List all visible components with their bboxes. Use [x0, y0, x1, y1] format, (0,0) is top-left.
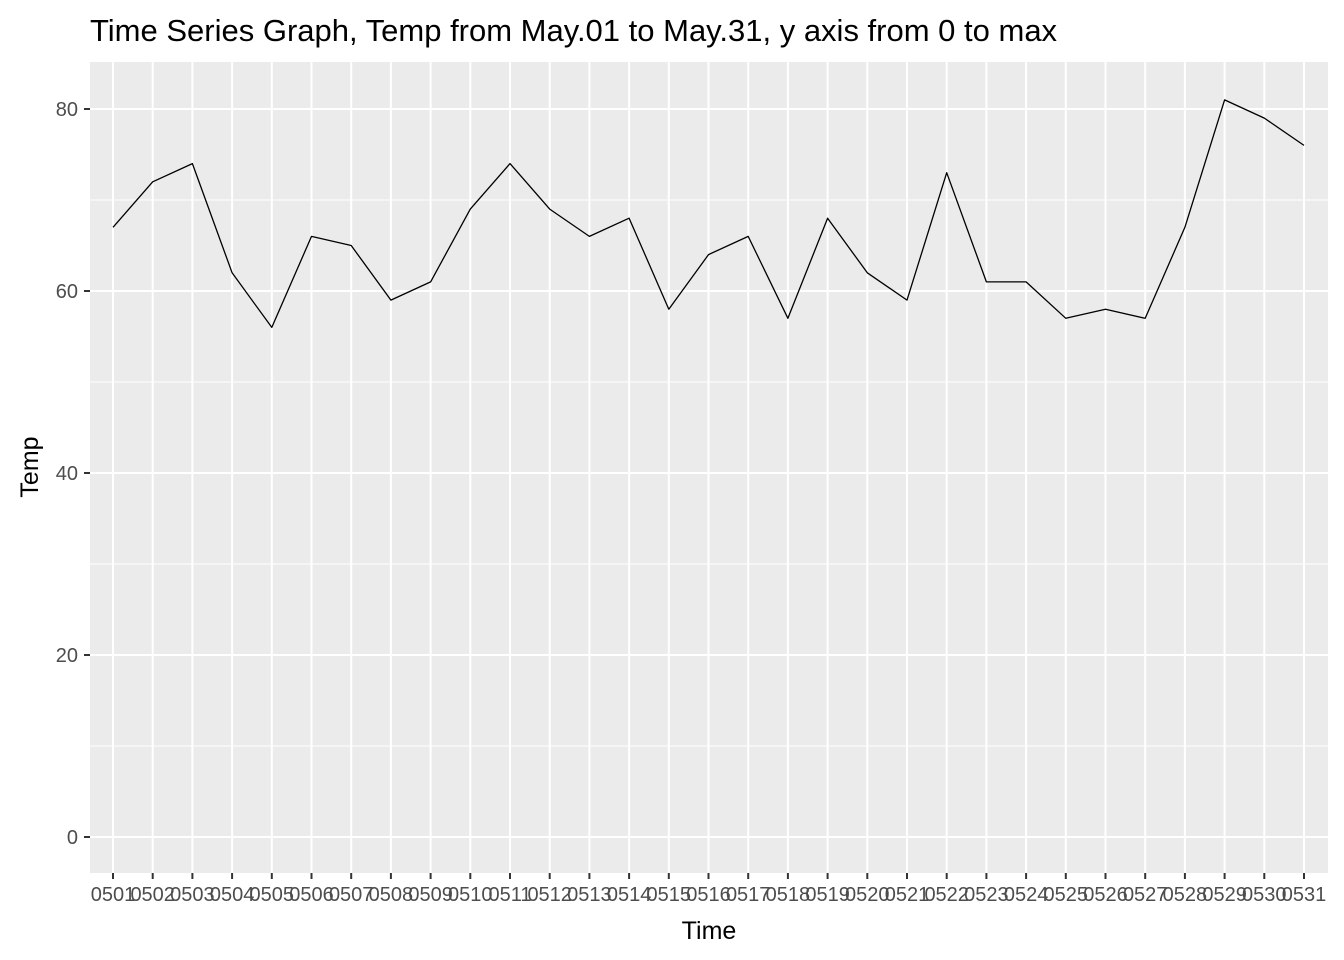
x-tick-label: 0529 — [1202, 884, 1247, 906]
x-tick-label: 0522 — [924, 884, 969, 906]
x-tick-label: 0506 — [289, 884, 334, 906]
major-gridlines — [90, 62, 1328, 873]
x-tick-label: 0527 — [1123, 884, 1168, 906]
x-tick-label: 0509 — [408, 884, 453, 906]
y-axis-ticks: 0 20 40 60 80 — [56, 99, 90, 849]
x-tick-label: 0505 — [250, 884, 295, 906]
y-tick-label: 20 — [56, 645, 78, 667]
y-tick-label: 40 — [56, 463, 78, 485]
x-tick-label: 0502 — [130, 884, 175, 906]
y-tick-label: 80 — [56, 99, 78, 121]
x-tick-label: 0517 — [726, 884, 771, 906]
x-tick-label: 0516 — [686, 884, 731, 906]
x-tick-label: 0530 — [1242, 884, 1287, 906]
x-tick-label: 0526 — [1083, 884, 1128, 906]
x-tick-label: 0520 — [845, 884, 890, 906]
x-tick-label: 0510 — [448, 884, 493, 906]
x-tick-label: 0524 — [1004, 884, 1049, 906]
x-tick-label: 0525 — [1044, 884, 1089, 906]
x-tick-label: 0523 — [964, 884, 1009, 906]
x-tick-label: 0503 — [170, 884, 215, 906]
x-axis-title: Time — [682, 917, 737, 945]
x-tick-label: 0514 — [607, 884, 652, 906]
y-tick-label: 0 — [67, 827, 78, 849]
x-tick-label: 0511 — [488, 884, 531, 906]
x-tick-label: 0521 — [885, 884, 930, 906]
x-tick-label: 0504 — [210, 884, 255, 906]
x-tick-label: 0528 — [1163, 884, 1208, 906]
y-axis-title: Temp — [16, 436, 44, 497]
y-tick-label: 60 — [56, 281, 78, 303]
x-tick-label: 0501 — [91, 884, 136, 906]
x-tick-label: 0507 — [329, 884, 374, 906]
temp-series-line — [112, 99, 1305, 329]
x-tick-label: 0512 — [527, 884, 572, 906]
x-tick-label: 0518 — [766, 884, 811, 906]
x-tick-label: 0519 — [805, 884, 850, 906]
x-tick-label: 0531 — [1282, 884, 1327, 906]
x-tick-label: 0515 — [647, 884, 692, 906]
chart-title: Time Series Graph, Temp from May.01 to M… — [90, 13, 1058, 48]
x-tick-label: 0508 — [369, 884, 414, 906]
x-tick-label: 0513 — [567, 884, 612, 906]
x-axis-ticks: 0501050205030504050505060507050805090510… — [91, 873, 1327, 906]
